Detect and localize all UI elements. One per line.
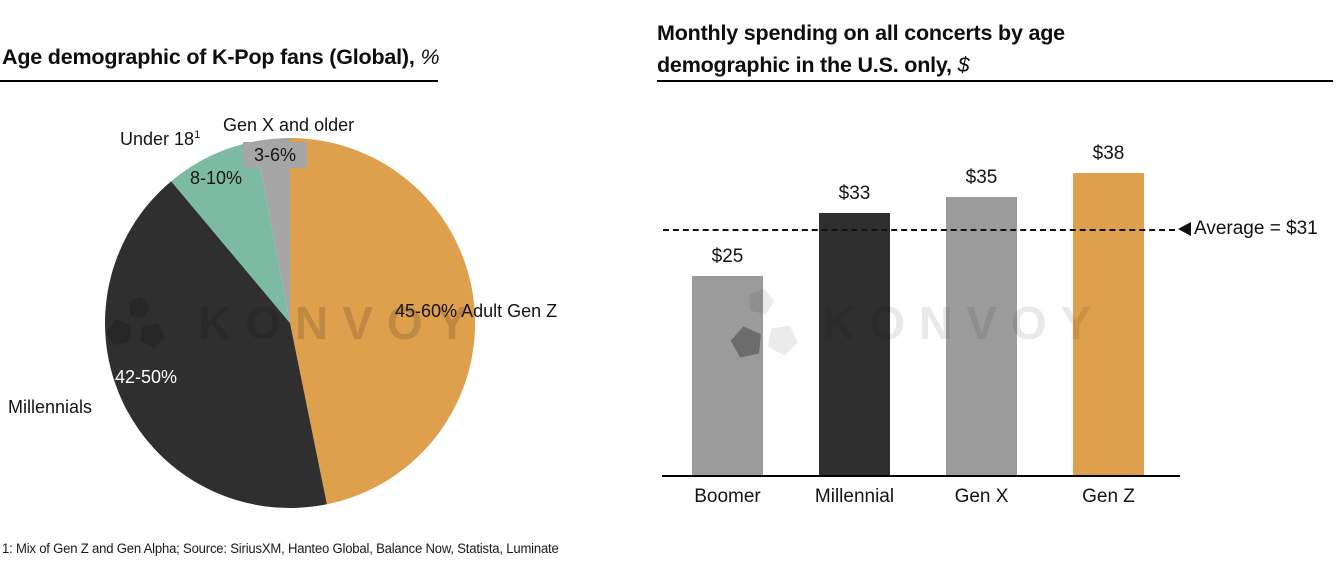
footnote-marker: 1 [194, 129, 201, 141]
bar-category-label: Millennial [814, 486, 895, 507]
left-arrow-icon [1178, 221, 1191, 236]
right-chart-title-unit: $ [957, 53, 970, 77]
pie-label-adult-gen-z: 45-60% Adult Gen Z [395, 301, 557, 322]
average-line-label: Average = $31 [1194, 217, 1318, 239]
pie-label-gen-x: Gen X and older [223, 115, 355, 135]
pie-slice-adult-gen-z [290, 137, 476, 505]
bar-value-label: $35 [965, 166, 998, 188]
pie-value-millennials: 42-50% [115, 367, 178, 387]
bar-millennial [819, 212, 890, 475]
pie-label-adult-gen-z-text: Adult Gen Z [461, 301, 558, 321]
bar-category-label: Boomer [694, 486, 761, 507]
bar-boomer [692, 276, 763, 475]
pie-value-gen-x: 3-6% [243, 142, 307, 168]
bar-value-label: $33 [838, 182, 871, 204]
pie-value-adult-gen-z: 45-60% [395, 301, 458, 321]
bar-gen-x [946, 196, 1017, 475]
right-chart-title: Monthly spending on all concerts by age … [657, 17, 1065, 81]
pie-slice-millennials [104, 181, 327, 509]
left-title-underline [0, 80, 438, 82]
x-axis-line [662, 475, 1180, 477]
bar-category-label: Gen Z [1082, 486, 1135, 507]
source-footnote: 1: Mix of Gen Z and Gen Alpha; Source: S… [2, 541, 559, 556]
right-chart-title-line1: Monthly spending on all concerts by age [657, 21, 1065, 45]
pie-slice-gen-x-and-older [255, 138, 290, 323]
pie-slice-under-18 [171, 141, 290, 323]
bar-value-label: $38 [1092, 142, 1125, 164]
left-chart-title-unit: % [420, 45, 440, 69]
pie-label-millennials: Millennials [8, 397, 93, 417]
bar-category-label: Gen X [954, 486, 1009, 507]
pie-label-under-18: Under 181 [120, 129, 201, 149]
bar-value-label: $25 [711, 246, 744, 268]
left-chart-title-text: Age demographic of K-Pop fans (Global), [2, 45, 415, 69]
bar-gen-z [1073, 172, 1144, 475]
left-chart-title: Age demographic of K-Pop fans (Global), … [2, 45, 440, 70]
right-title-underline [657, 80, 1333, 82]
right-chart-title-line2: demographic in the U.S. only, [657, 53, 952, 77]
pie-value-under-18: 8-10% [190, 168, 243, 188]
average-dashed-line [663, 228, 1175, 231]
